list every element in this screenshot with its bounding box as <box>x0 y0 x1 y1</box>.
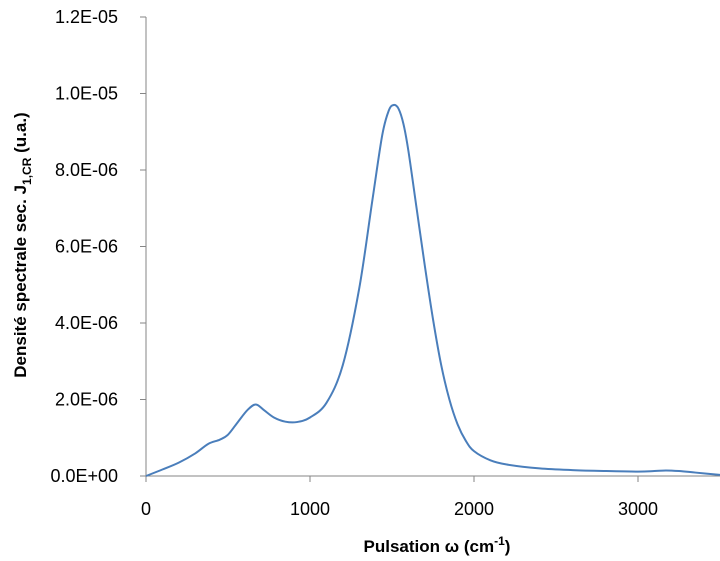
x-axis-title-unit-close: ) <box>505 537 511 556</box>
x-tick-label: 0 <box>141 499 151 519</box>
x-tick-label: 1000 <box>290 499 330 519</box>
x-axis-title-main: Pulsation <box>364 537 445 556</box>
y-axis-ticks: 0.0E+00 2.0E-06 4.0E-06 6.0E-06 8.0E-06 1.0E-… <box>50 7 146 486</box>
y-tick-label: 1.0E-05 <box>55 84 118 104</box>
x-axis-title: Pulsation ω (cm-1) <box>364 534 511 556</box>
x-tick-label: 3000 <box>618 499 658 519</box>
x-axis-title-symbol: ω <box>445 537 459 556</box>
y-tick-label: 2.0E-06 <box>55 390 118 410</box>
x-axis-title-unit-sup: -1 <box>494 534 505 548</box>
y-tick-label: 1.2E-05 <box>55 7 118 27</box>
y-axis-title-main: Densité spectrale sec. J <box>11 185 30 378</box>
axes <box>145 17 720 477</box>
y-axis-title-sub: 1,CR <box>20 157 34 185</box>
y-tick-label: 8.0E-06 <box>55 160 118 180</box>
series-line <box>145 103 720 477</box>
y-axis-title-tail: (u.a.) <box>11 112 30 157</box>
y-tick-label: 4.0E-06 <box>55 313 118 333</box>
y-tick-label: 0.0E+00 <box>50 466 118 486</box>
x-axis-ticks: 0 1000 2000 3000 <box>141 476 658 519</box>
x-axis-title-unit-open: (cm <box>459 537 494 556</box>
x-tick-label: 2000 <box>454 499 494 519</box>
y-axis-title: Densité spectrale sec. J1,CR (u.a.) <box>11 112 34 377</box>
y-tick-label: 6.0E-06 <box>55 237 118 257</box>
